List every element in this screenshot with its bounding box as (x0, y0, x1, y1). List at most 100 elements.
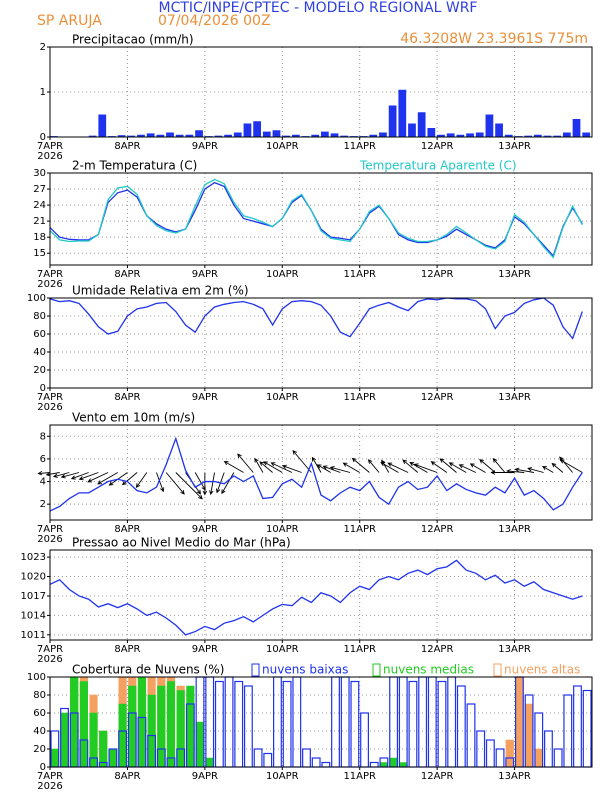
wind-arrow (238, 454, 253, 472)
bar (245, 686, 253, 767)
x-tick-label: 11APR (343, 269, 376, 280)
y-tick-label: 80 (33, 690, 46, 701)
bar (312, 758, 320, 767)
x-tick-label: 11APR (343, 771, 376, 782)
x-tick-label: 13APR (498, 524, 531, 535)
legend-swatch (373, 664, 380, 676)
bar (390, 677, 398, 767)
x-tick-label: 9APR (192, 524, 218, 535)
bar (70, 677, 78, 767)
bar (487, 740, 495, 767)
bar (389, 106, 397, 138)
wind-arrow (203, 473, 207, 495)
bar (476, 133, 484, 138)
wind-arrow (210, 473, 215, 495)
x-tick-label: 8APR (114, 392, 140, 403)
x-tick-label: 10APR (266, 524, 299, 535)
x-tick-label: 8APR (114, 524, 140, 535)
bar (195, 130, 203, 137)
y-tick-label: 100 (27, 672, 46, 683)
bar (380, 763, 388, 768)
wind-arrow (552, 464, 563, 473)
bar (51, 749, 59, 767)
bar (253, 121, 261, 137)
bar (283, 682, 291, 768)
bar (495, 124, 503, 138)
x-tick-label: 9APR (192, 771, 218, 782)
legend-swatch (252, 664, 259, 676)
bar (466, 133, 474, 137)
x-tick-label: 10APR (266, 141, 299, 152)
bar (235, 682, 243, 768)
x-tick-label: 12APR (421, 141, 454, 152)
panel-frame (50, 298, 592, 388)
bar (98, 115, 106, 138)
bar (535, 749, 543, 767)
bar (99, 731, 107, 767)
x-tick-label: 12APR (421, 392, 454, 403)
bar (418, 112, 426, 137)
wind-arrow (195, 473, 205, 490)
bar (167, 682, 175, 768)
wind-arrow (403, 460, 418, 472)
bar (582, 133, 590, 138)
bar (458, 686, 466, 767)
bar (321, 132, 329, 137)
y-tick-label: 15 (33, 248, 46, 259)
x-tick-label: 10APR (266, 392, 299, 403)
location: SP ARUJA (37, 13, 102, 29)
wind-arrow (225, 462, 244, 473)
bar (506, 740, 514, 767)
wind-arrow (222, 473, 234, 494)
bar (206, 677, 214, 767)
bar (187, 686, 195, 767)
y-tick-label: 40 (33, 726, 46, 737)
x-tick-label: 10APR (266, 269, 299, 280)
wind-arrow (543, 467, 553, 473)
year-label: 2026 (37, 279, 62, 290)
series-line (50, 439, 582, 511)
y-tick-label: 30 (33, 168, 46, 179)
panel-title: Vento em 10m (m/s) (72, 411, 195, 425)
bar (574, 686, 582, 767)
x-tick-label: 11APR (343, 524, 376, 535)
y-tick-label: 2 (40, 499, 46, 510)
bar (361, 713, 369, 767)
x-tick-label: 8APR (114, 269, 140, 280)
y-tick-label: 4 (40, 477, 46, 488)
x-tick-label: 13APR (498, 269, 531, 280)
bar (166, 133, 174, 138)
y-tick-label: 1 (40, 87, 46, 98)
wind-arrow (88, 473, 108, 482)
x-tick-label: 12APR (421, 644, 454, 655)
y-tick-label: 27 (33, 184, 46, 195)
y-tick-label: 1017 (21, 591, 46, 602)
wind-arrow (331, 466, 350, 472)
bar (379, 133, 387, 138)
y-tick-label: 1011 (21, 630, 46, 641)
y-tick-label: 21 (33, 216, 46, 227)
bar (244, 124, 252, 138)
panel-frame (50, 550, 592, 640)
bar (399, 677, 407, 767)
wind-arrow (388, 463, 408, 472)
bar (467, 704, 475, 767)
bar (119, 704, 127, 767)
bar (398, 90, 406, 137)
x-tick-label: 13APR (498, 771, 531, 782)
x-tick-label: 10APR (266, 771, 299, 782)
series-line (50, 298, 582, 339)
wind-arrow (283, 465, 302, 472)
wind-arrow (410, 463, 427, 473)
x-tick-label: 13APR (498, 644, 531, 655)
y-tick-label: 2 (40, 42, 46, 53)
wind-arrow (560, 457, 573, 472)
y-tick-label: 18 (33, 232, 46, 243)
bar (303, 749, 311, 767)
y-tick-label: 6 (40, 454, 46, 465)
bar (563, 133, 571, 138)
legend-swatch (494, 664, 501, 676)
year-label: 2026 (37, 151, 62, 162)
bar (138, 677, 146, 767)
bar (293, 677, 301, 767)
